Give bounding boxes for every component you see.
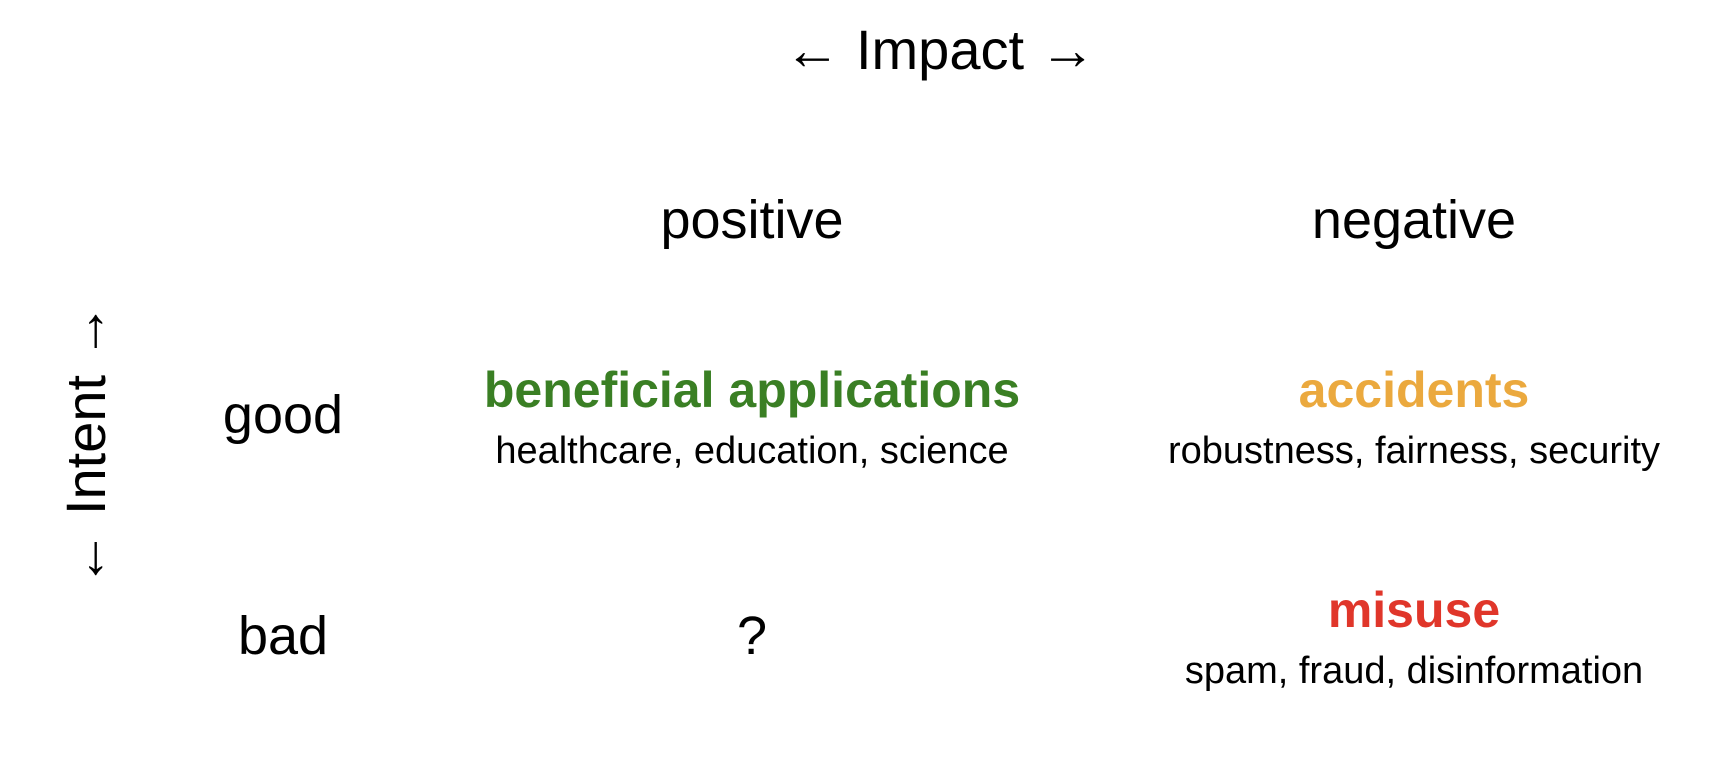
cell-misuse-examples: spam, fraud, disinformation (1184, 650, 1644, 692)
row-header-good: good (222, 385, 344, 445)
impact-axis-label: ← Impact → (784, 18, 1096, 81)
intent-axis-label: ← Intent → (54, 303, 117, 587)
row-header-bad: bad (237, 606, 329, 666)
cell-accidents-title: accidents (1298, 362, 1530, 418)
cell-bad-intent-positive-impact: ? (736, 606, 768, 666)
cell-misuse-title: misuse (1327, 582, 1501, 638)
column-header-positive: positive (660, 190, 844, 250)
column-header-negative: negative (1311, 190, 1517, 250)
cell-accidents-examples: robustness, fairness, security (1167, 430, 1661, 472)
cell-beneficial-applications-title: beneficial applications (483, 362, 1021, 418)
cell-beneficial-applications-examples: healthcare, education, science (495, 430, 1009, 472)
